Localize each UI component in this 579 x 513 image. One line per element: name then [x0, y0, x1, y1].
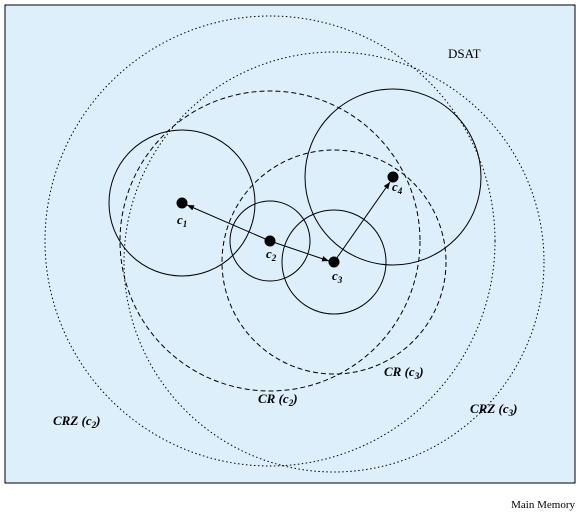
node-label: c3: [332, 268, 343, 285]
region-label: CRZ (c2): [53, 413, 100, 430]
cluster-c3: [281, 209, 387, 315]
region-label: CR (c3): [384, 364, 424, 381]
crz-c2: [44, 15, 496, 467]
memory-box: [4, 4, 576, 484]
region-label: CRZ (c3): [470, 401, 517, 418]
crz-c3: [123, 51, 545, 473]
center-point: [387, 171, 399, 183]
center-point: [264, 235, 276, 247]
cluster-c4: [304, 88, 482, 266]
region-label: CR (c2): [258, 391, 298, 408]
cluster-c2: [229, 200, 311, 282]
arrow: [186, 204, 271, 242]
node-label: c4: [392, 179, 403, 196]
arrow: [269, 240, 330, 262]
container-label: DSAT: [448, 46, 481, 61]
node-label: c2: [266, 246, 277, 263]
cr-c3: [221, 149, 447, 375]
arrow: [333, 181, 391, 263]
cluster-c1: [108, 129, 256, 277]
node-label: c1: [177, 212, 187, 229]
center-point: [176, 197, 188, 209]
footer-label: Main Memory: [511, 499, 575, 511]
cr-c2: [119, 90, 421, 392]
center-point: [328, 256, 340, 268]
